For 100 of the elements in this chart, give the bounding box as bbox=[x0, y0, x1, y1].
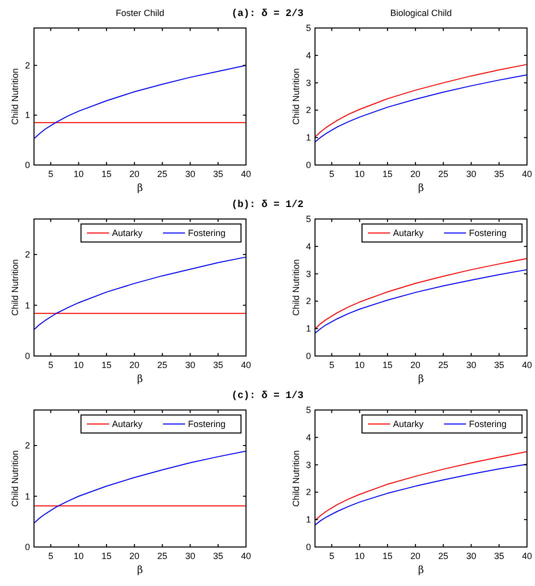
y-axis-title: Child Nutrition bbox=[10, 68, 20, 125]
x-tick-label: 25 bbox=[157, 551, 168, 561]
x-tick-label: 30 bbox=[466, 551, 476, 561]
x-tick-label: 25 bbox=[157, 360, 168, 370]
x-axis-title: β bbox=[418, 565, 424, 576]
y-tick-label: 5 bbox=[306, 214, 311, 224]
line-series bbox=[34, 256, 246, 330]
line-series bbox=[314, 258, 528, 330]
x-tick-label: 10 bbox=[354, 169, 365, 179]
x-tick-label: 20 bbox=[129, 551, 140, 561]
chart-title: Biological Child bbox=[390, 8, 452, 18]
y-axis-title: Child Nutrition bbox=[291, 68, 301, 125]
y-tick-label: 3 bbox=[306, 78, 311, 88]
y-tick-label: 2 bbox=[306, 296, 311, 306]
x-axis-title: β bbox=[418, 374, 424, 385]
x-tick-label: 35 bbox=[494, 360, 504, 370]
x-tick-label: 30 bbox=[185, 551, 196, 561]
x-tick-label: 40 bbox=[240, 551, 252, 561]
x-tick-label: 15 bbox=[102, 551, 112, 561]
x-tick-label: 40 bbox=[522, 551, 532, 561]
x-tick-label: 40 bbox=[522, 360, 532, 370]
y-tick-label: 1 bbox=[306, 514, 311, 525]
x-tick-label: 15 bbox=[102, 360, 112, 370]
legend-label: Fostering bbox=[188, 228, 226, 238]
x-tick-label: 10 bbox=[74, 169, 84, 179]
x-tick-label: 20 bbox=[410, 551, 420, 561]
chart-title: Foster Child bbox=[116, 8, 164, 18]
x-axis-title: β bbox=[137, 374, 144, 385]
x-tick-label: 5 bbox=[48, 360, 54, 370]
x-tick-label: 10 bbox=[354, 551, 365, 561]
y-axis-title: Child Nutrition bbox=[291, 259, 301, 316]
y-tick-label: 3 bbox=[306, 460, 311, 470]
y-tick-label: 0 bbox=[306, 160, 311, 170]
y-tick-label: 1 bbox=[24, 491, 30, 502]
y-tick-label: 1 bbox=[24, 300, 30, 310]
x-tick-label: 15 bbox=[102, 169, 112, 179]
x-tick-label: 30 bbox=[185, 169, 196, 179]
y-tick-label: 2 bbox=[306, 487, 311, 498]
y-tick-label: 4 bbox=[306, 432, 311, 442]
y-axis-title: Child Nutrition bbox=[10, 450, 20, 507]
x-tick-label: 25 bbox=[438, 169, 448, 179]
line-series bbox=[314, 64, 528, 138]
x-tick-label: 5 bbox=[329, 169, 334, 179]
x-tick-label: 15 bbox=[382, 551, 393, 561]
y-axis-title: Child Nutrition bbox=[10, 259, 20, 316]
x-tick-label: 20 bbox=[129, 360, 140, 370]
legend-label: Fostering bbox=[469, 419, 507, 429]
x-tick-label: 25 bbox=[438, 551, 448, 561]
line-series bbox=[314, 451, 528, 521]
legend-label: Fostering bbox=[469, 228, 507, 238]
x-tick-label: 10 bbox=[74, 360, 84, 370]
y-tick-label: 5 bbox=[306, 405, 311, 415]
y-tick-label: 3 bbox=[306, 268, 311, 279]
x-tick-label: 15 bbox=[382, 360, 393, 370]
x-tick-label: 20 bbox=[410, 360, 420, 370]
text: (a): δ = 2/3 bbox=[231, 8, 304, 20]
x-tick-label: 15 bbox=[382, 169, 393, 179]
x-tick-label: 20 bbox=[129, 169, 140, 179]
x-tick-label: 40 bbox=[240, 169, 252, 179]
x-tick-label: 5 bbox=[329, 360, 334, 370]
x-tick-label: 35 bbox=[213, 551, 224, 561]
x-tick-label: 35 bbox=[213, 169, 224, 179]
x-axis-title: β bbox=[418, 183, 424, 194]
legend-label: Autarky bbox=[393, 228, 424, 238]
x-tick-label: 35 bbox=[494, 551, 504, 561]
x-tick-label: 10 bbox=[74, 551, 84, 561]
line-series bbox=[314, 464, 528, 526]
y-tick-label: 2 bbox=[24, 60, 30, 70]
y-tick-label: 0 bbox=[24, 542, 30, 552]
y-tick-label: 2 bbox=[24, 250, 30, 260]
x-tick-label: 5 bbox=[329, 551, 334, 561]
y-tick-label: 2 bbox=[24, 440, 30, 451]
y-tick-label: 4 bbox=[306, 241, 311, 252]
y-tick-label: 1 bbox=[24, 110, 30, 120]
line-series bbox=[34, 450, 246, 524]
text: (c): δ = 1/3 bbox=[231, 390, 304, 402]
x-tick-label: 20 bbox=[410, 169, 420, 179]
y-tick-label: 0 bbox=[24, 160, 30, 170]
x-axis-title: β bbox=[137, 183, 144, 194]
x-tick-label: 40 bbox=[522, 169, 532, 179]
x-tick-label: 10 bbox=[354, 360, 365, 370]
legend-label: Fostering bbox=[188, 419, 226, 429]
x-tick-label: 35 bbox=[494, 169, 504, 179]
x-tick-label: 5 bbox=[48, 551, 54, 561]
x-tick-label: 40 bbox=[240, 360, 252, 370]
y-tick-label: 1 bbox=[306, 324, 311, 334]
text: (b): δ = 1/2 bbox=[231, 199, 304, 211]
y-tick-label: 5 bbox=[306, 23, 311, 33]
x-tick-label: 25 bbox=[438, 360, 448, 370]
y-tick-label: 4 bbox=[306, 50, 311, 60]
y-tick-label: 2 bbox=[306, 105, 311, 116]
x-tick-label: 30 bbox=[466, 360, 476, 370]
line-series bbox=[314, 269, 528, 334]
y-tick-label: 0 bbox=[306, 351, 311, 361]
y-tick-label: 1 bbox=[306, 132, 311, 143]
x-tick-label: 30 bbox=[466, 169, 476, 179]
legend-label: Autarky bbox=[393, 419, 424, 429]
legend-label: Autarky bbox=[112, 228, 144, 238]
legend-label: Autarky bbox=[112, 419, 144, 429]
x-axis-title: β bbox=[137, 565, 144, 576]
